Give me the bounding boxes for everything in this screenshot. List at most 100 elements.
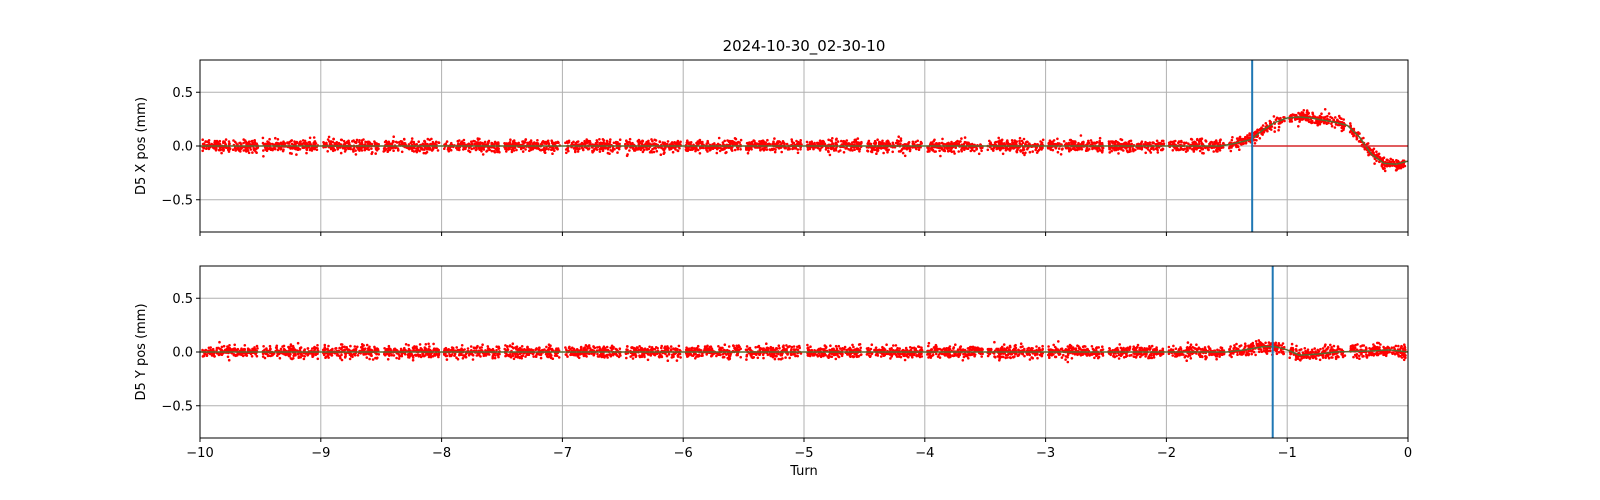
data-point: [637, 146, 641, 150]
data-point: [232, 139, 235, 142]
data-point: [643, 148, 646, 151]
data-point: [263, 143, 267, 146]
data-point: [1306, 112, 1310, 116]
data-point: [349, 344, 352, 348]
data-point: [471, 358, 475, 361]
data-point: [541, 140, 545, 144]
data-point: [324, 356, 327, 360]
data-point: [880, 141, 884, 144]
data-point: [897, 135, 900, 138]
data-point: [430, 143, 433, 146]
data-point: [1238, 148, 1241, 151]
data-point: [624, 142, 627, 146]
data-point: [980, 149, 983, 153]
data-point: [248, 142, 251, 146]
data-point: [625, 140, 628, 143]
data-point: [412, 347, 415, 351]
data-point: [287, 346, 291, 350]
plot-area: [200, 339, 1408, 364]
data-point: [247, 140, 251, 143]
data-point: [252, 147, 256, 150]
data-point: [523, 348, 526, 351]
data-point: [266, 354, 270, 358]
data-point: [1334, 123, 1338, 126]
data-point: [899, 139, 903, 142]
data-point: [269, 354, 273, 358]
data-point: [279, 347, 283, 351]
data-point: [521, 140, 524, 143]
data-point: [290, 152, 293, 155]
data-point: [1366, 151, 1370, 154]
data-point: [832, 142, 835, 146]
data-point: [953, 152, 956, 155]
data-point: [457, 148, 461, 152]
data-point: [354, 149, 357, 152]
data-point: [250, 355, 254, 358]
data-point: [217, 148, 221, 152]
data-point: [812, 147, 815, 151]
data-point: [715, 151, 719, 155]
data-point: [509, 142, 512, 145]
data-point: [470, 147, 474, 151]
data-point: [611, 150, 614, 153]
data-point: [554, 141, 557, 144]
data-point: [404, 343, 408, 346]
data-point: [475, 141, 478, 144]
data-point: [1020, 139, 1024, 143]
data-point: [479, 349, 483, 352]
data-point: [973, 149, 976, 153]
data-point: [1273, 126, 1277, 130]
data-point: [806, 148, 810, 151]
data-point: [546, 141, 549, 144]
data-point: [1385, 158, 1389, 162]
data-point: [274, 136, 277, 140]
data-point: [471, 142, 474, 146]
data-point: [201, 149, 204, 153]
data-point: [411, 149, 414, 152]
data-point: [661, 141, 665, 144]
data-point: [617, 146, 620, 150]
data-point: [1390, 164, 1394, 167]
data-point: [272, 352, 275, 355]
data-point: [1391, 158, 1394, 162]
data-point: [866, 142, 869, 145]
data-point: [447, 348, 451, 351]
data-point: [298, 148, 302, 151]
data-point: [1198, 149, 1202, 153]
data-point: [477, 138, 480, 141]
data-point: [1403, 164, 1407, 168]
data-point: [670, 141, 673, 145]
data-point: [428, 345, 431, 348]
data-point: [1268, 127, 1272, 130]
data-point: [941, 137, 944, 141]
data-point: [876, 149, 880, 152]
data-point: [567, 149, 570, 153]
data-point: [1194, 141, 1197, 144]
data-point: [390, 353, 394, 357]
data-point: [226, 355, 230, 359]
data-point: [886, 139, 889, 143]
data-point: [1012, 141, 1015, 145]
data-point: [512, 149, 516, 152]
data-point: [1377, 152, 1381, 156]
data-point: [228, 143, 231, 146]
data-point: [952, 150, 956, 153]
data-point: [1028, 150, 1032, 154]
data-point: [478, 346, 482, 350]
data-point: [1229, 149, 1233, 153]
data-point: [1192, 147, 1196, 151]
data-point: [1272, 115, 1276, 118]
data-point: [854, 138, 858, 142]
data-point: [340, 343, 344, 346]
data-point: [358, 146, 362, 150]
data-point: [777, 146, 781, 150]
data-point: [1244, 141, 1248, 145]
data-point: [734, 141, 738, 145]
data-point: [387, 344, 391, 348]
data-point: [1022, 137, 1026, 141]
data-point: [717, 146, 720, 150]
data-point: [246, 347, 250, 351]
data-point: [326, 347, 329, 351]
data-point: [1051, 148, 1055, 152]
